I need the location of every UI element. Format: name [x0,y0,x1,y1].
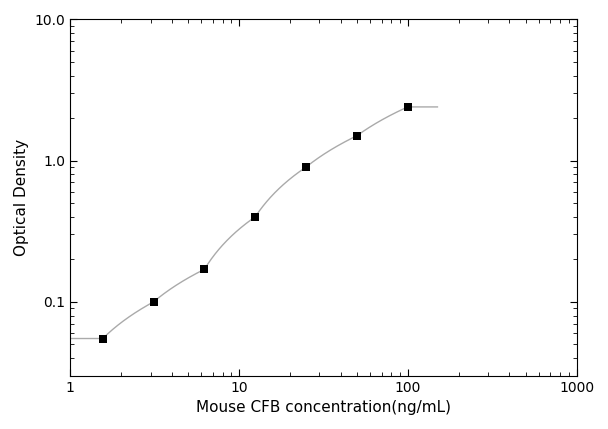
Point [301,163,311,170]
Point [403,103,413,110]
Point [98,335,108,342]
Point [250,213,260,220]
Point [199,266,209,273]
Y-axis label: Optical Density: Optical Density [14,139,29,256]
Point [352,132,362,139]
Point [149,299,159,305]
X-axis label: Mouse CFB concentration(ng/mL): Mouse CFB concentration(ng/mL) [196,400,451,415]
